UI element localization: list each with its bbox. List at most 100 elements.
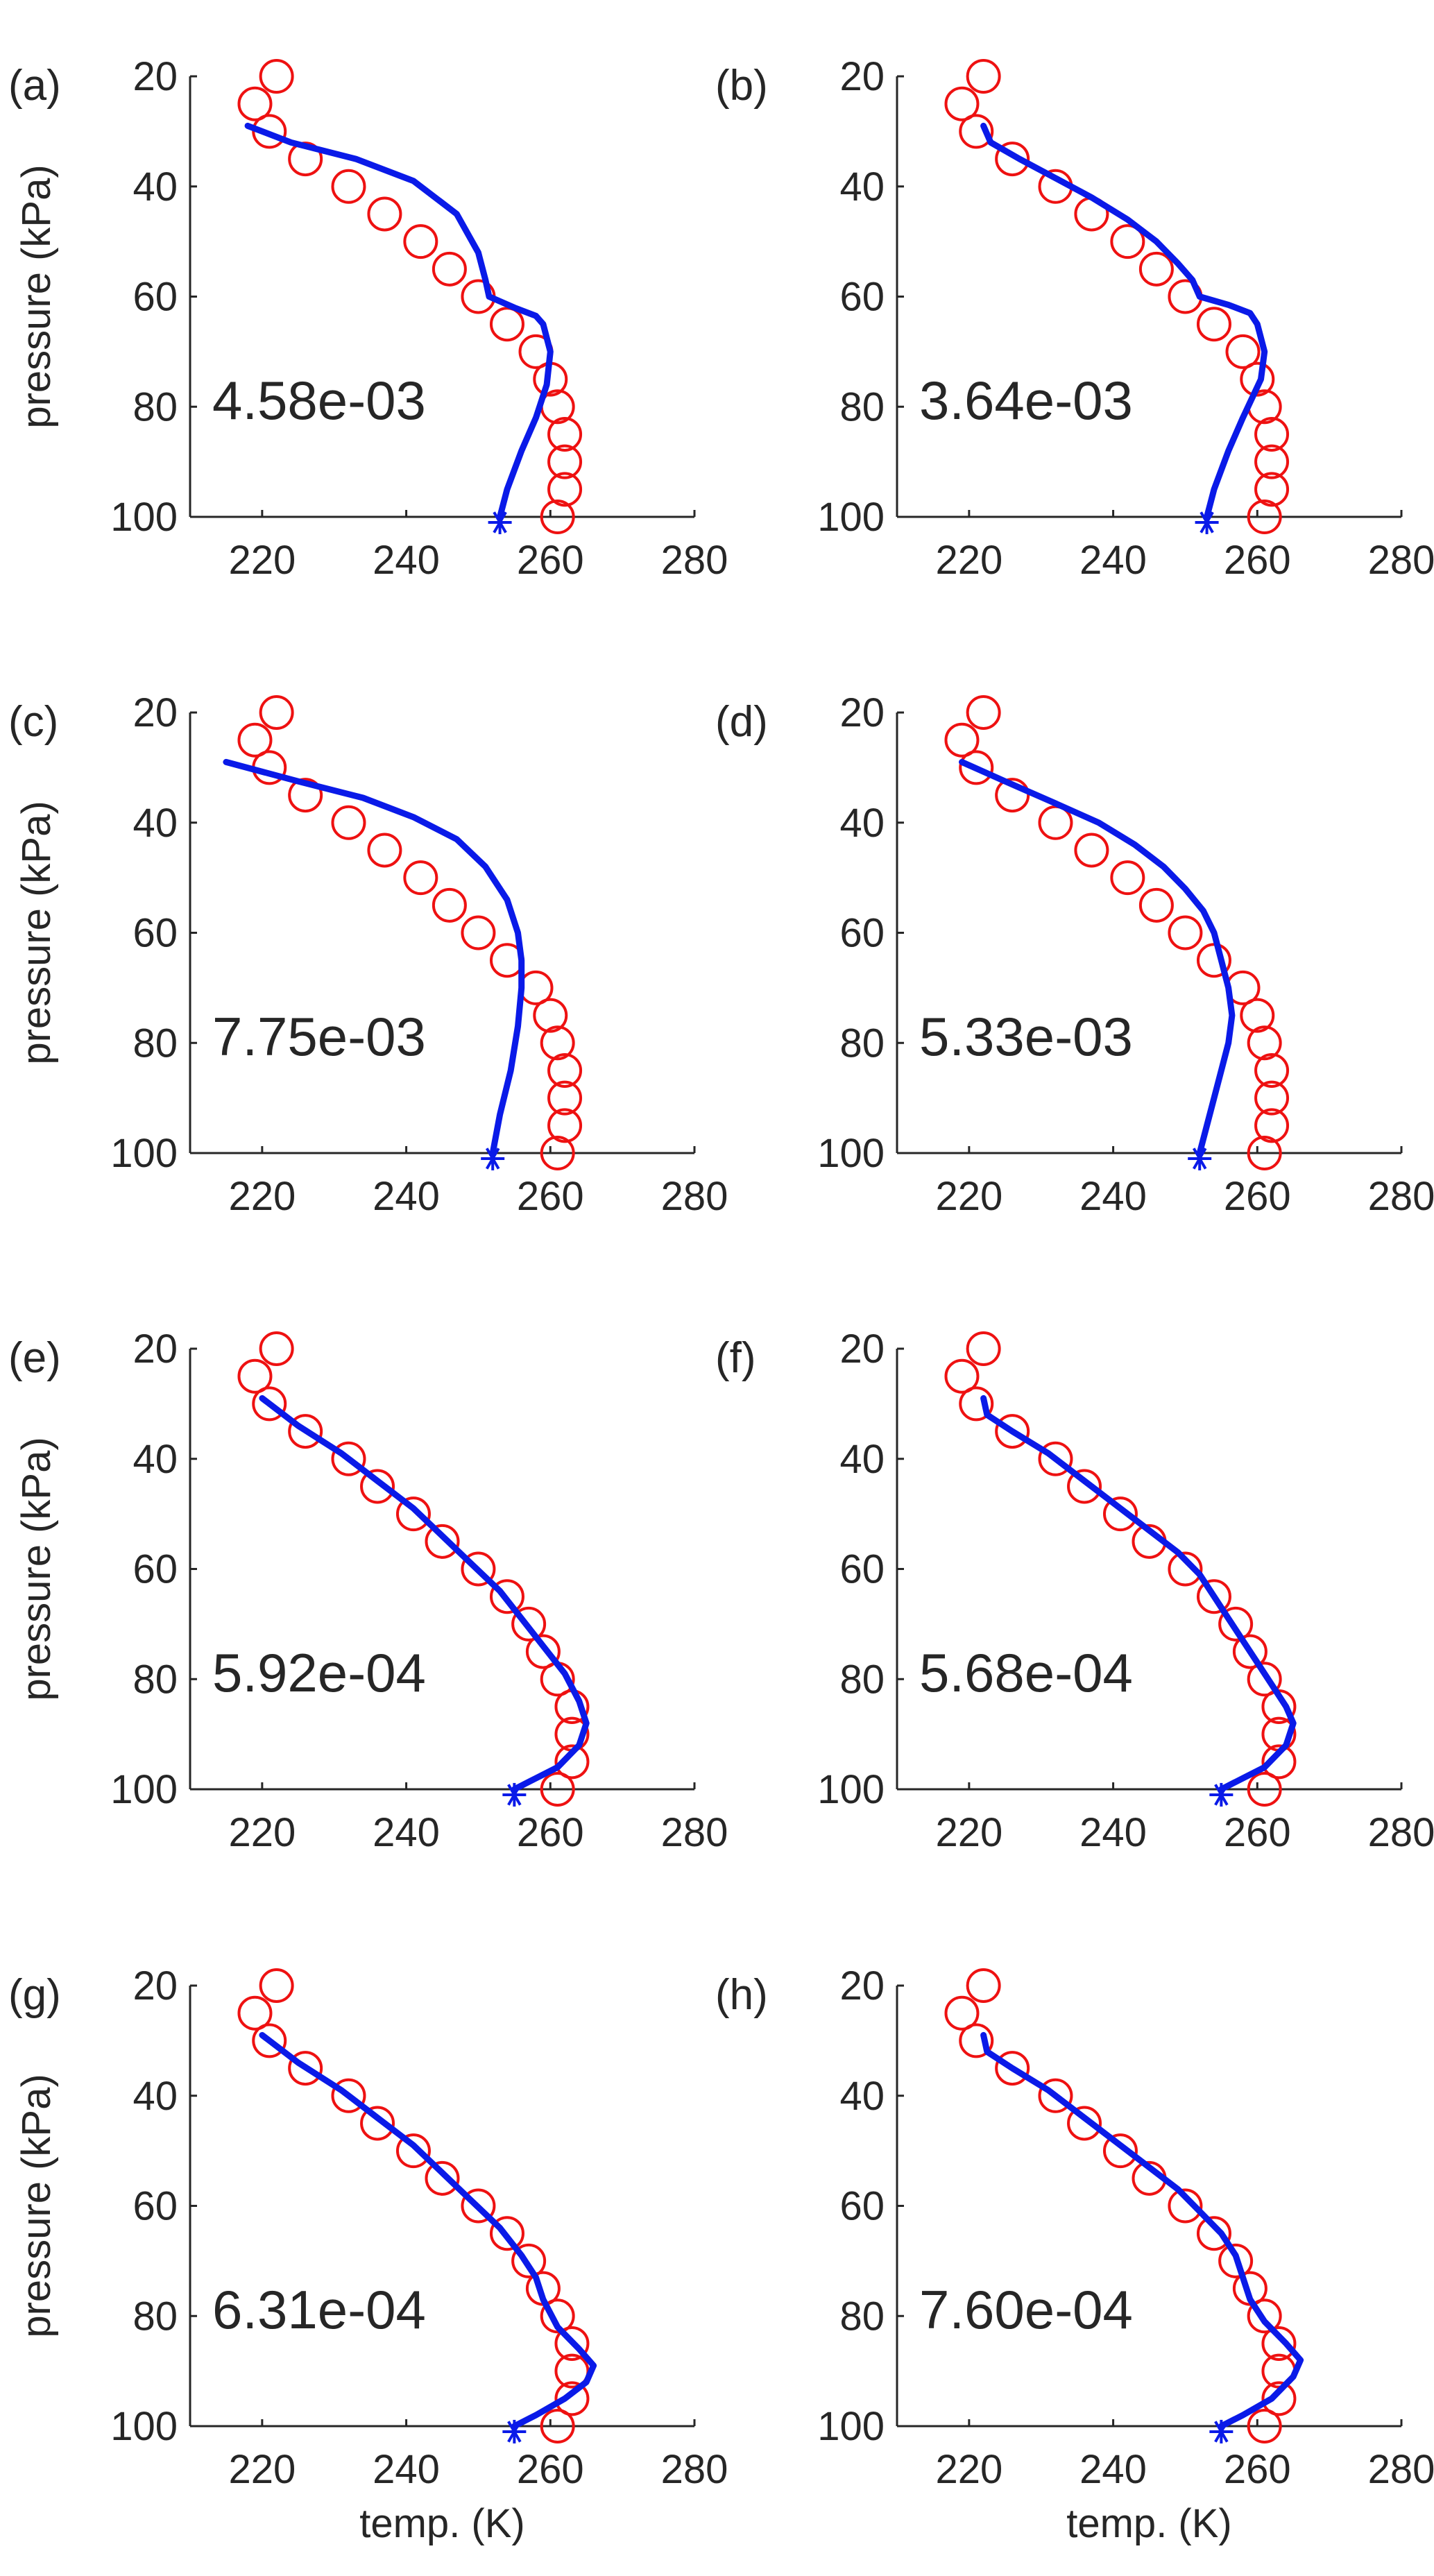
observed-point (547, 444, 583, 479)
observed-point (425, 1524, 460, 1559)
x-tick-label: 280 (661, 1174, 728, 1219)
y-tick-label: 20 (133, 54, 178, 99)
observed-point (959, 2023, 994, 2058)
surface-asterisk (1209, 2419, 1234, 2443)
observed-point (1247, 1025, 1282, 1061)
panel-e: (e) 20 40 60 80 100 220 240 260 280 pressure (kPa)… (8, 1327, 728, 1855)
surface-asterisk (481, 1146, 505, 1170)
model-line (980, 1394, 1297, 1793)
model-line (244, 122, 554, 520)
y-tick-label: 40 (133, 801, 178, 846)
observed-point (1232, 1634, 1267, 1669)
observed-point (554, 2326, 590, 2361)
observed-point (995, 2051, 1030, 2086)
panel-d: (d) 20 40 60 80 100 220 240 260 280 5.33e-03 (715, 690, 1434, 1219)
x-tick-label: 280 (1368, 2447, 1434, 2492)
observed-point (288, 778, 323, 813)
y-tick-label: 40 (839, 164, 885, 210)
model-line (259, 1394, 590, 1793)
error-annotation: 4.58e-03 (212, 370, 426, 431)
observed-point (1225, 334, 1261, 369)
observed-point (966, 1968, 1001, 2003)
observed-point (425, 2160, 460, 2196)
panel-label: (f) (715, 1334, 756, 1382)
observed-point (995, 778, 1030, 813)
y-tick-label: 80 (839, 1021, 885, 1066)
surface-asterisk (1188, 1146, 1212, 1170)
y-tick-label: 60 (133, 275, 178, 320)
y-tick-label: 80 (839, 384, 885, 429)
y-tick-label: 60 (133, 1547, 178, 1592)
observed-point (540, 2298, 575, 2334)
y-tick-label: 20 (133, 1963, 178, 2008)
observed-point (1038, 1441, 1073, 1476)
observed-point (540, 2409, 575, 2443)
observed-point (1067, 2106, 1102, 2141)
y-tick-label: 40 (133, 1437, 178, 1482)
y-tick-label: 80 (133, 2294, 178, 2339)
y-tick-label: 20 (839, 54, 885, 99)
observed-point (1196, 1579, 1231, 1614)
observed-point (554, 1744, 590, 1780)
error-annotation: 6.31e-04 (212, 2279, 426, 2340)
panel-label: (g) (8, 1971, 61, 2019)
x-tick-label: 240 (1079, 2447, 1147, 2492)
x-tick-label: 240 (373, 1174, 440, 1219)
observed-point (944, 1995, 980, 2031)
observed-point (1254, 1080, 1290, 1116)
y-tick-label: 100 (110, 1767, 178, 1812)
observed-point (511, 1606, 547, 1641)
observed-point (395, 1496, 431, 1532)
observed-point (1102, 2133, 1138, 2169)
observed-point (1247, 1136, 1282, 1170)
y-tick-label: 40 (133, 2074, 178, 2119)
observed-point (489, 307, 524, 342)
y-tick-label: 100 (110, 1131, 178, 1176)
observed-point (237, 86, 273, 121)
y-tick-label: 80 (133, 384, 178, 429)
y-tick-label: 80 (133, 1021, 178, 1066)
y-tick-label: 60 (839, 275, 885, 320)
x-tick-label: 280 (661, 1810, 728, 1855)
observed-point (1110, 224, 1145, 259)
observed-point (547, 1108, 583, 1143)
y-tick-label: 100 (817, 495, 885, 540)
observed-point (547, 472, 583, 507)
observed-point (1138, 887, 1174, 923)
x-tick-label: 220 (935, 2447, 1002, 2492)
x-tick-label: 260 (1224, 1174, 1291, 1219)
observed-point (1168, 1551, 1203, 1587)
observed-point (331, 805, 366, 840)
observed-point (995, 1414, 1030, 1449)
observed-point (252, 1386, 287, 1422)
observed-point (237, 1358, 273, 1394)
y-tick-label: 40 (839, 1437, 885, 1482)
observed-point (1247, 500, 1282, 534)
observed-point (489, 2216, 524, 2251)
x-tick-label: 260 (1224, 538, 1291, 583)
surface-asterisk (502, 2419, 527, 2443)
observed-point (259, 1968, 294, 2003)
observed-point (1261, 2326, 1297, 2361)
observed-point (288, 1414, 323, 1449)
x-tick-label: 260 (1224, 2447, 1291, 2492)
x-tick-label: 220 (228, 1174, 296, 1219)
observed-point (1102, 1496, 1138, 1532)
observed-point (259, 59, 294, 94)
observed-point (944, 722, 980, 758)
observed-point (1218, 1606, 1254, 1641)
model-line (259, 2031, 597, 2430)
model-line (223, 758, 525, 1157)
panel-f: (f) 20 40 60 80 100 220 240 260 280 5.68e-04 (715, 1327, 1434, 1855)
observed-point (540, 500, 575, 534)
observed-point (1038, 2078, 1073, 2113)
x-tick-label: 220 (935, 1174, 1002, 1219)
x-tick-label: 220 (228, 1810, 296, 1855)
x-tick-label: 260 (517, 538, 584, 583)
panel-b: (b) 20 40 60 80 100 220 240 260 280 3.64e-03 (715, 54, 1434, 583)
error-annotation: 3.64e-03 (919, 370, 1133, 431)
observed-point (540, 1136, 575, 1170)
observed-point (1074, 833, 1109, 868)
observed-point (331, 1441, 366, 1476)
observed-point (432, 251, 467, 287)
